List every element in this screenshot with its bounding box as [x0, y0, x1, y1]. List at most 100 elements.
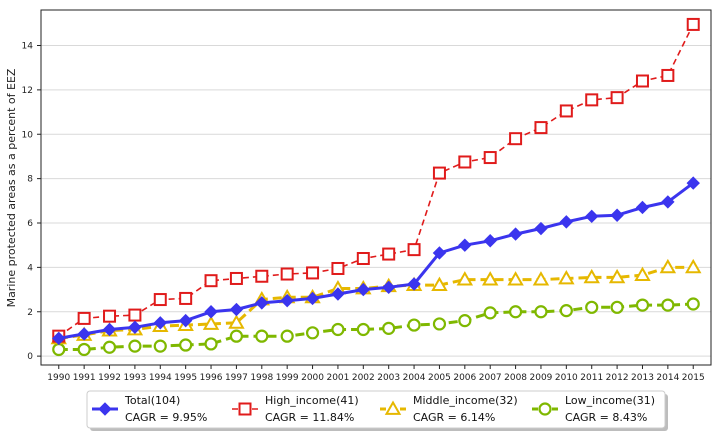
legend-marker [238, 402, 252, 416]
data-point [661, 298, 675, 312]
legend-cagr: CAGR = 8.43% [565, 411, 647, 424]
x-tick-label: 1990 [47, 373, 70, 383]
series-middle-income-32- [50, 258, 702, 345]
x-tick-label: 2010 [555, 373, 578, 383]
data-point [509, 132, 523, 146]
data-point [686, 176, 700, 190]
data-point [229, 271, 243, 285]
data-point [356, 282, 371, 297]
data-point [204, 305, 218, 319]
data-point [178, 313, 193, 328]
data-point [153, 293, 167, 307]
y-axis-label: Marine protected areas as a percent of E… [5, 68, 18, 307]
data-point [204, 274, 218, 288]
data-point [432, 246, 447, 260]
data-point [508, 227, 523, 241]
data-point [610, 300, 624, 314]
x-tick-label: 1993 [123, 373, 146, 383]
data-point [608, 268, 626, 284]
legend-series-name: Low_income(31) [565, 394, 655, 407]
data-point [229, 329, 244, 343]
data-point [507, 271, 524, 286]
x-tick-label: 2004 [403, 373, 426, 383]
data-point [583, 268, 600, 284]
legend: Total(104) CAGR = 9.95% High_income(41) CAG… [86, 390, 668, 431]
x-axis-ticks: 1990 1991 1992 1993 1994 1995 1996 1997 1998 1999… [47, 365, 705, 383]
data-point [559, 215, 574, 229]
data-point [77, 342, 91, 357]
plot-frame [40, 9, 712, 366]
data-point [280, 329, 294, 343]
legend-series-name: High_income(41) [265, 394, 359, 407]
data-point [204, 337, 218, 351]
y-tick-label: 8 [27, 175, 33, 185]
data-point [634, 266, 651, 282]
x-tick-label: 1992 [98, 373, 121, 383]
data-point [382, 321, 396, 335]
data-point [458, 314, 472, 328]
data-point [280, 293, 294, 308]
series-low-income-31- [52, 297, 700, 357]
data-point [661, 195, 675, 209]
legend-cagr: CAGR = 9.95% [125, 411, 207, 424]
data-point [179, 291, 193, 305]
data-point [685, 258, 702, 274]
data-point [610, 208, 624, 222]
series-layer [50, 17, 702, 357]
x-tick-label: 1997 [225, 373, 248, 383]
data-point [661, 68, 675, 82]
data-point [458, 155, 472, 169]
grid-lines [41, 45, 711, 357]
data-point [77, 311, 91, 325]
x-tick-label: 2009 [530, 373, 553, 383]
data-point [585, 300, 599, 314]
x-tick-label: 1999 [276, 373, 299, 383]
data-point [77, 327, 91, 341]
data-point [103, 309, 117, 323]
x-tick-label: 1994 [149, 373, 172, 383]
data-point [52, 331, 66, 346]
data-point [686, 17, 700, 31]
data-point [331, 261, 345, 275]
x-tick-label: 2002 [352, 373, 375, 383]
data-point [508, 305, 523, 319]
series-total-104- [52, 176, 700, 346]
x-tick-label: 2011 [580, 373, 603, 383]
legend-series-name: Total(104) [124, 394, 180, 407]
legend-marker [384, 400, 402, 415]
x-tick-label: 2012 [606, 373, 629, 383]
y-tick-label: 10 [22, 130, 34, 140]
data-point [431, 276, 448, 291]
series-line [58, 302, 694, 351]
data-point [534, 305, 548, 319]
legend-marker [538, 402, 552, 416]
x-tick-label: 2005 [428, 373, 451, 383]
x-tick-label: 2007 [479, 373, 502, 383]
data-point [331, 322, 345, 337]
data-point [382, 247, 396, 261]
x-tick-label: 2001 [326, 373, 349, 383]
data-point [128, 320, 142, 334]
data-point [635, 200, 650, 215]
x-tick-label: 1991 [73, 373, 96, 383]
data-point [153, 316, 167, 330]
x-tick-label: 2008 [504, 373, 527, 383]
data-point [610, 91, 624, 105]
legend-box [86, 390, 666, 429]
x-tick-label: 2006 [453, 373, 476, 383]
data-point [153, 339, 167, 353]
data-point [280, 267, 294, 281]
x-tick-label: 1995 [174, 373, 197, 383]
data-point [585, 93, 599, 107]
data-point [432, 317, 447, 331]
data-point [532, 271, 550, 286]
series-high-income-41- [52, 17, 700, 343]
y-tick-label: 14 [22, 42, 34, 52]
data-point [456, 271, 474, 286]
x-tick-label: 2000 [301, 373, 324, 383]
legend-cagr: CAGR = 6.14% [413, 411, 495, 424]
legend-series-name: Middle_income(32) [413, 394, 518, 407]
data-point [558, 269, 575, 285]
data-point [356, 252, 370, 265]
